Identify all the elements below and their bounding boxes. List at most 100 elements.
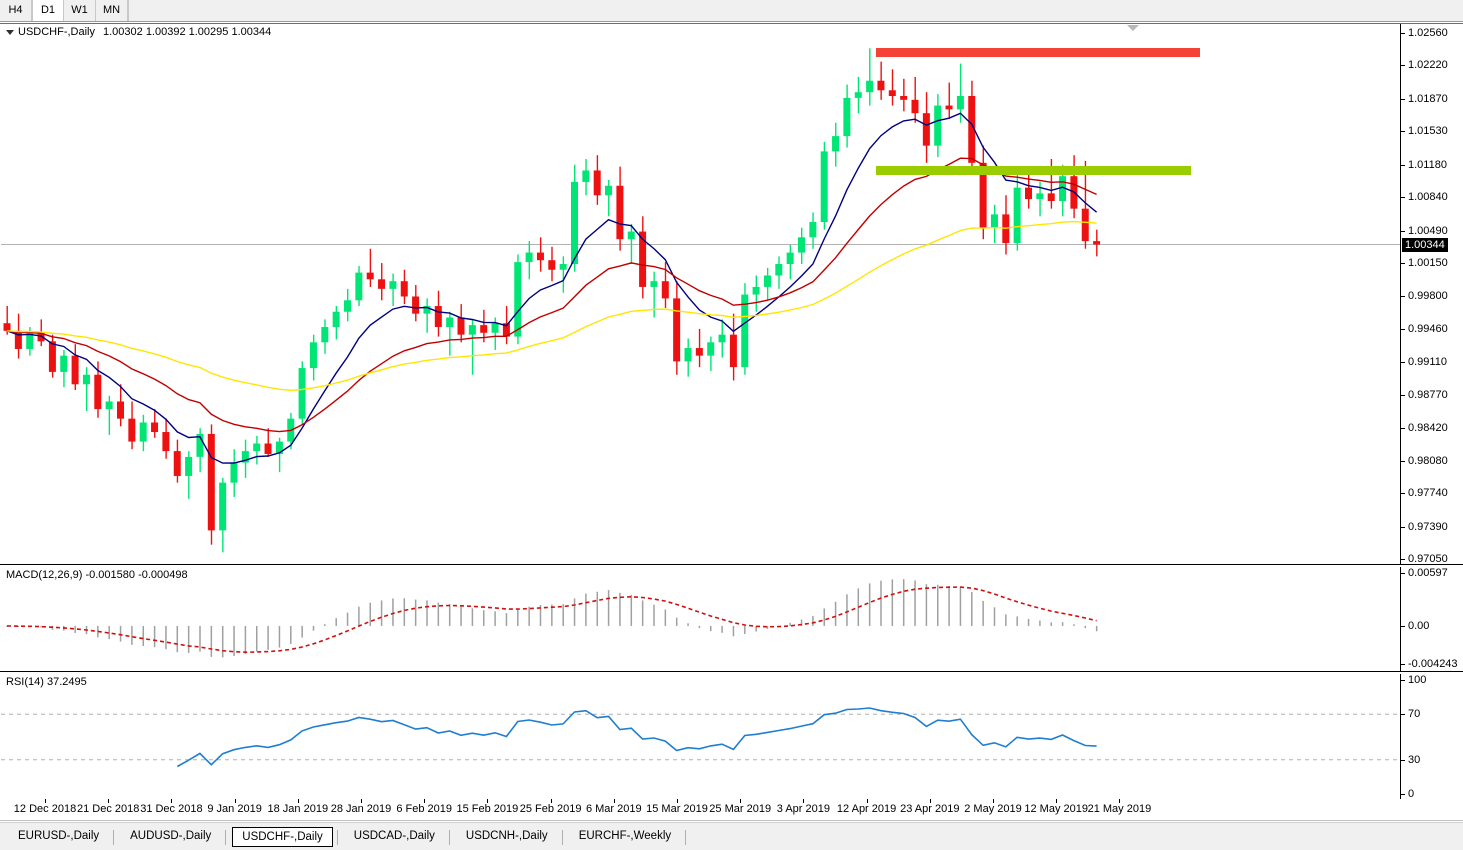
price-pane[interactable]: 1.02560 1.02220 1.01870 1.01530 1.01180 1.008… [0,24,1463,565]
chart-tab-eurusd[interactable]: EURUSD-,Daily [17,830,100,842]
candle [48,334,56,378]
chart-tab-usdchf[interactable]: USDCHF-,Daily [232,827,333,847]
chart-tab-audusd[interactable]: AUDUSD-,Daily [130,830,212,842]
candle [241,439,249,478]
candle [832,122,840,167]
candle [71,344,79,391]
candle [60,349,68,388]
macd-histogram-bar [244,625,247,654]
candle [196,428,204,473]
candle [741,283,749,375]
chart-tab-bar: EURUSD-,Daily AUDUSD-,Daily USDCHF-,Daily U… [0,822,1463,850]
candle [128,401,136,450]
chart-tab-separator [113,830,115,845]
macd-histogram-bar [142,625,144,646]
price-axis-label: 0.99460 [1408,322,1448,335]
rsi-axis-label: 70 [1408,708,1421,721]
candle [729,313,737,381]
rsi-pane[interactable]: 100 70 30 0 RSI(14) 37.2495 [0,674,1463,800]
price-axis-label: 1.00840 [1408,191,1448,204]
candle [491,317,499,350]
candle [571,164,578,272]
support-line[interactable] [876,166,1191,176]
price-axis-tick [1401,394,1405,396]
price-axis-label: 0.98770 [1408,388,1448,401]
candle [275,437,283,473]
candle [922,92,930,163]
macd-histogram-bar [993,607,996,626]
macd-histogram-bar [710,625,712,632]
ohlc-text: 1.00302 1.00392 1.00295 1.00344 [103,26,272,38]
chart-tab-usdcad[interactable]: USDCAD-,Daily [353,830,435,842]
candle [900,78,908,112]
macd-histogram-bar [267,625,269,650]
macd-plot-area[interactable] [1,567,1401,671]
time-axis-label: 9 Jan 2019 [207,803,262,815]
candle [162,418,170,459]
candle [786,244,794,280]
price-axis[interactable]: 1.02560 1.02220 1.01870 1.01530 1.01180 1.008… [1400,24,1462,565]
macd-histogram-bar [834,601,837,626]
timeframe-button-d1[interactable]: D1 [32,0,64,21]
macd-histogram-bar [437,602,440,626]
time-axis-tick [740,799,742,803]
candle [945,82,953,119]
rsi-axis-label: 30 [1408,753,1421,766]
macd-histogram-bar [868,583,871,626]
price-axis-label: 1.01870 [1408,92,1448,105]
collapse-triangle-icon[interactable] [6,29,14,35]
macd-axis-tick [1401,625,1405,627]
timeframe-button-h4[interactable]: H4 [0,0,32,21]
macd-histogram-bar [233,625,235,657]
macd-histogram-bar [619,592,621,626]
macd-axis[interactable]: 0.00597 0.00 -0.004243 [1400,567,1462,671]
candle [344,288,351,322]
candle [673,281,681,375]
timeframe-bar-divider [128,0,129,21]
macd-histogram-bar [766,625,769,629]
macd-histogram-bar [153,625,156,648]
macd-histogram-bar [1050,622,1052,626]
macd-pane[interactable]: 0.00597 0.00 -0.004243 MACD(12,26,9) -0.00… [0,567,1463,672]
time-axis[interactable]: 12 Dec 2018 21 Dec 2018 31 Dec 2018 9 Jan 2… [0,799,1463,821]
rsi-plot-area[interactable] [1,674,1401,799]
candle [979,145,987,240]
candle [956,63,964,123]
macd-histogram-bar [494,611,496,626]
chart-tab-eurchf[interactable]: EURCHF-,Weekly [578,830,672,842]
candle [627,223,635,265]
rsi-axis[interactable]: 100 70 30 0 [1400,674,1462,800]
chart-tab-usdcnh[interactable]: USDCNH-,Daily [465,830,548,842]
timeframe-button-w1[interactable]: W1 [64,0,96,21]
candle [253,435,261,465]
price-axis-tick [1401,33,1405,34]
candle [309,334,317,381]
time-axis-tick [866,799,868,803]
price-axis-tick [1401,98,1405,100]
macd-histogram-bar [880,580,882,626]
time-axis-tick [550,799,552,803]
macd-histogram-bar [902,579,905,626]
macd-histogram-bar [585,593,587,626]
resistance-line[interactable] [876,48,1200,58]
candle [219,477,227,553]
macd-histogram-bar [1061,622,1064,626]
candle [718,319,726,358]
chart-scroll-marker-icon[interactable] [1127,25,1139,31]
rsi-chart [1,707,1401,768]
time-axis-label: 31 Dec 2018 [140,803,203,815]
price-axis-tick [1401,230,1405,232]
macd-histogram-bar [187,625,190,653]
candle [400,269,408,305]
price-plot-area[interactable] [1,24,1401,564]
time-axis-tick [487,799,489,803]
price-axis-tick [1401,296,1405,298]
timeframe-button-mn[interactable]: MN [96,0,128,21]
macd-histogram-bar [1084,625,1087,629]
candle [1047,159,1055,209]
macd-histogram-bar [426,600,428,626]
macd-histogram-bar [732,625,735,637]
time-axis-label: 6 Mar 2019 [585,803,642,815]
macd-histogram-bar [562,604,564,626]
